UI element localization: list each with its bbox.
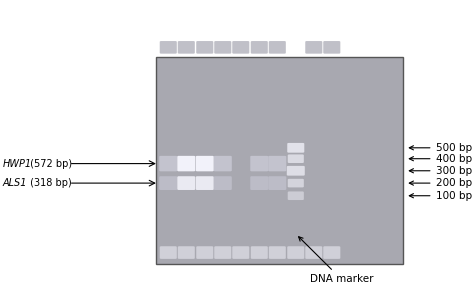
FancyBboxPatch shape <box>287 246 304 259</box>
FancyBboxPatch shape <box>160 246 177 259</box>
Text: HWP1: HWP1 <box>2 159 31 168</box>
Text: 400 bp: 400 bp <box>409 154 472 164</box>
Text: DNA marker: DNA marker <box>299 237 373 284</box>
FancyBboxPatch shape <box>196 41 213 54</box>
FancyBboxPatch shape <box>177 176 195 190</box>
FancyBboxPatch shape <box>288 179 304 187</box>
FancyBboxPatch shape <box>287 143 304 153</box>
FancyBboxPatch shape <box>160 41 177 54</box>
FancyBboxPatch shape <box>178 246 195 259</box>
FancyBboxPatch shape <box>287 166 305 176</box>
Text: 200 bp: 200 bp <box>409 178 472 188</box>
FancyBboxPatch shape <box>196 176 214 190</box>
FancyBboxPatch shape <box>288 191 304 200</box>
Text: ALS1: ALS1 <box>2 178 27 188</box>
FancyBboxPatch shape <box>196 156 214 171</box>
FancyBboxPatch shape <box>214 156 232 171</box>
FancyBboxPatch shape <box>269 41 286 54</box>
FancyBboxPatch shape <box>178 41 195 54</box>
FancyBboxPatch shape <box>156 57 403 264</box>
FancyBboxPatch shape <box>251 246 268 259</box>
FancyBboxPatch shape <box>177 156 195 171</box>
FancyBboxPatch shape <box>305 246 322 259</box>
Text: (572 bp): (572 bp) <box>27 159 72 168</box>
FancyBboxPatch shape <box>250 176 268 190</box>
FancyBboxPatch shape <box>251 41 268 54</box>
FancyBboxPatch shape <box>214 246 231 259</box>
Text: 500 bp: 500 bp <box>409 143 472 153</box>
FancyBboxPatch shape <box>305 41 322 54</box>
FancyBboxPatch shape <box>323 41 340 54</box>
Text: 300 bp: 300 bp <box>409 166 472 176</box>
FancyBboxPatch shape <box>269 246 286 259</box>
FancyBboxPatch shape <box>214 41 231 54</box>
Text: 100 bp: 100 bp <box>409 191 472 201</box>
FancyBboxPatch shape <box>268 156 286 171</box>
FancyBboxPatch shape <box>214 176 232 190</box>
FancyBboxPatch shape <box>250 156 268 171</box>
FancyBboxPatch shape <box>288 154 304 163</box>
FancyBboxPatch shape <box>159 176 177 190</box>
FancyBboxPatch shape <box>159 156 177 171</box>
Text: (318 bp): (318 bp) <box>27 178 72 188</box>
FancyBboxPatch shape <box>268 176 286 190</box>
FancyBboxPatch shape <box>323 246 340 259</box>
FancyBboxPatch shape <box>232 41 249 54</box>
FancyBboxPatch shape <box>196 246 213 259</box>
FancyBboxPatch shape <box>232 246 249 259</box>
